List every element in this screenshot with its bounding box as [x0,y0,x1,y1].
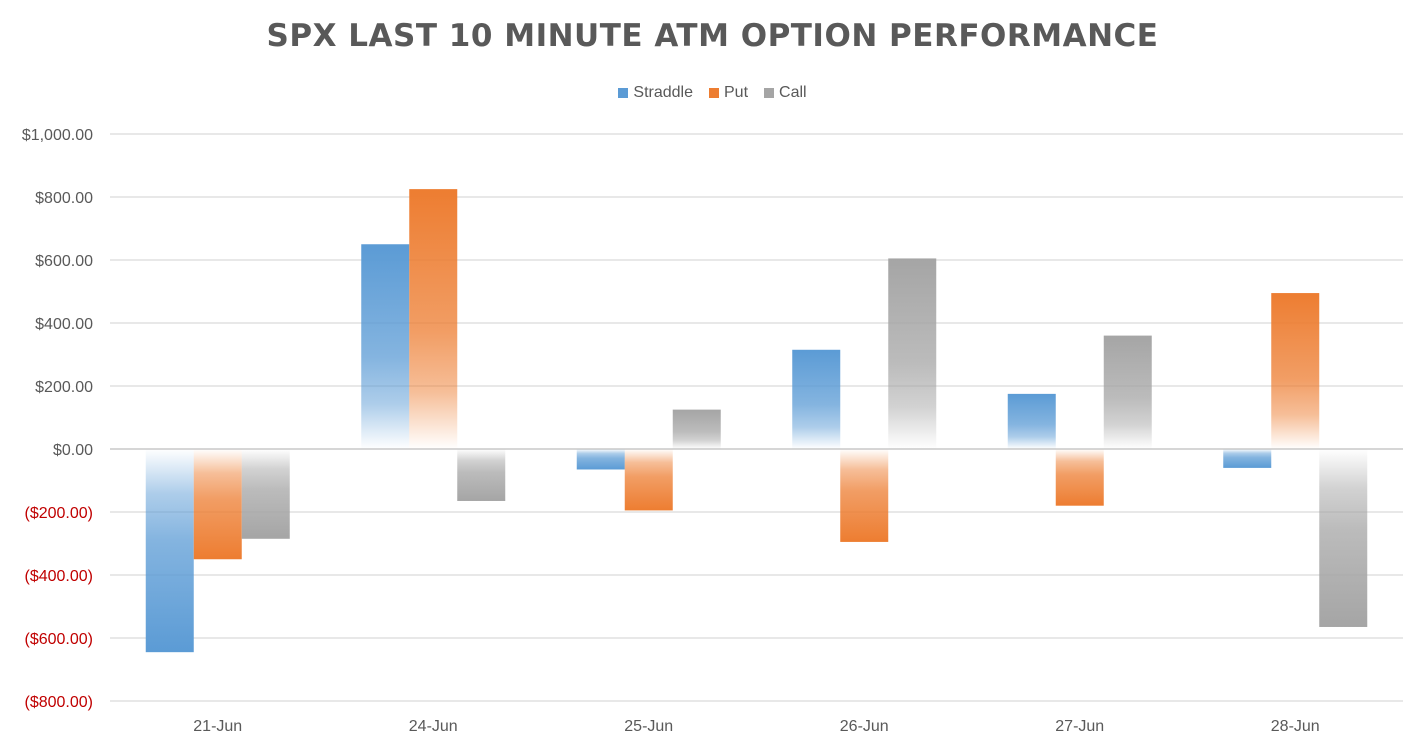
legend-label-put: Put [724,84,749,101]
y-tick-label: $200.00 [35,379,93,396]
x-tick-label: 24-Jun [409,718,458,735]
y-tick-label: $800.00 [35,190,93,207]
legend-swatch-call [764,88,775,98]
y-tick-label: $600.00 [35,253,93,270]
bar-call-21-jun [241,449,290,539]
legend-label-straddle: Straddle [633,84,693,101]
bar-call-26-jun [888,258,937,449]
x-tick-label: 27-Jun [1055,718,1104,735]
bar-straddle-27-jun [1007,393,1056,449]
bar-put-28-jun [1271,293,1320,449]
y-tick-label: ($800.00) [25,694,94,711]
y-axis-tick-labels: $1,000.00 $800.00 $600.00 $400.00 $200.00 $0.… [22,127,93,711]
bar-put-25-jun [624,449,673,511]
bar-straddle-25-jun [576,449,625,470]
legend-item-call: Call [764,84,807,102]
bar-straddle-21-jun [145,449,194,653]
y-tick-label: $0.00 [53,442,93,459]
bar-straddle-24-jun [361,244,410,449]
y-tick-label: ($600.00) [25,631,94,648]
bar-call-28-jun [1319,449,1368,627]
x-tick-label: 26-Jun [840,718,889,735]
bar-put-27-jun [1055,449,1104,506]
x-tick-label: 28-Jun [1271,718,1320,735]
chart-title: SPX LAST 10 MINUTE ATM OPTION PERFORMANC… [266,18,1159,54]
grid-layer [110,133,1403,702]
y-tick-label: ($400.00) [25,568,94,585]
legend-swatch-straddle [618,88,629,98]
bar-put-21-jun [193,449,242,560]
y-tick-label: ($200.00) [25,505,94,522]
y-tick-label: $1,000.00 [22,127,93,144]
y-tick-label: $400.00 [35,316,93,333]
bar-straddle-26-jun [792,349,841,449]
x-tick-label: 25-Jun [624,718,673,735]
bar-layer [145,189,1368,653]
bar-put-24-jun [409,189,458,449]
x-axis-tick-labels: 21-Jun 24-Jun 25-Jun 26-Jun 27-Jun 28-Jun [193,718,1319,735]
bar-call-24-jun [457,449,506,501]
legend-item-straddle: Straddle [618,84,693,102]
bar-call-25-jun [672,409,721,449]
bar-put-26-jun [840,449,889,542]
bar-call-27-jun [1103,335,1152,449]
x-tick-label: 21-Jun [193,718,242,735]
bar-straddle-28-jun [1223,449,1272,468]
legend-item-put: Put [709,84,748,102]
legend-label-call: Call [779,84,807,101]
legend: Straddle Put Call [0,84,1425,102]
legend-swatch-put [709,88,719,98]
